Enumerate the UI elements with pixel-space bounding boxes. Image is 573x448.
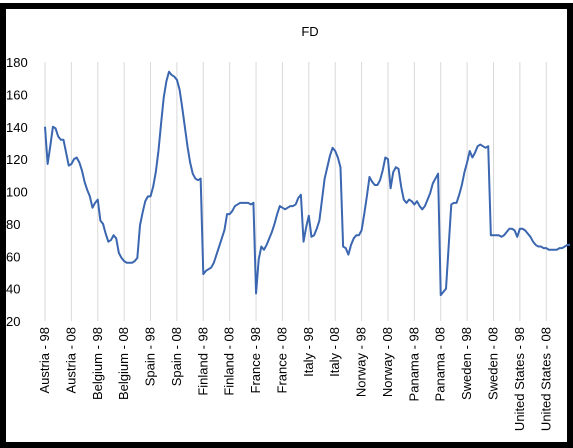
x-tick-label: Austria - 08 <box>63 327 78 393</box>
x-tick-label: Sweden - 08 <box>485 327 500 400</box>
x-tick-label: Belgium - 98 <box>90 327 105 400</box>
x-tick-label: Sweden - 98 <box>459 327 474 400</box>
chart-title: FD <box>301 24 318 39</box>
x-tick-label: Spain - 08 <box>169 327 184 386</box>
x-tick-label: Spain - 98 <box>143 327 158 386</box>
y-tick-label: 60 <box>6 249 20 264</box>
x-tick-label: Finland - 08 <box>222 327 237 396</box>
y-tick-label: 140 <box>6 120 28 135</box>
x-tick-label: Italy - 08 <box>327 327 342 377</box>
x-tick-label: Italy - 98 <box>301 327 316 377</box>
x-tick-label: Panama - 08 <box>433 327 448 401</box>
x-tick-label: Belgium - 08 <box>116 327 131 400</box>
frame <box>0 3 573 448</box>
y-tick-label: 40 <box>6 282 20 297</box>
x-tick-label: Austria - 98 <box>37 327 52 393</box>
x-tick-label: Panama - 98 <box>406 327 421 401</box>
x-tick-label: Norway - 98 <box>354 327 369 397</box>
y-tick-label: 100 <box>6 185 28 200</box>
x-tick-label: France - 08 <box>274 327 289 393</box>
y-tick-label: 160 <box>6 87 28 102</box>
data-line <box>44 70 570 297</box>
x-tick-label: Norway - 08 <box>380 327 395 397</box>
y-tick-label: 180 <box>6 55 28 70</box>
x-tick-label: United States - 98 <box>512 327 527 431</box>
x-tick-label: United States - 08 <box>538 327 553 431</box>
x-tick-label: Finland - 98 <box>195 327 210 396</box>
x-tick-label: France - 98 <box>248 327 263 393</box>
y-tick-label: 80 <box>6 217 20 232</box>
y-tick-label: 120 <box>6 152 28 167</box>
y-tick-label: 20 <box>6 314 20 329</box>
